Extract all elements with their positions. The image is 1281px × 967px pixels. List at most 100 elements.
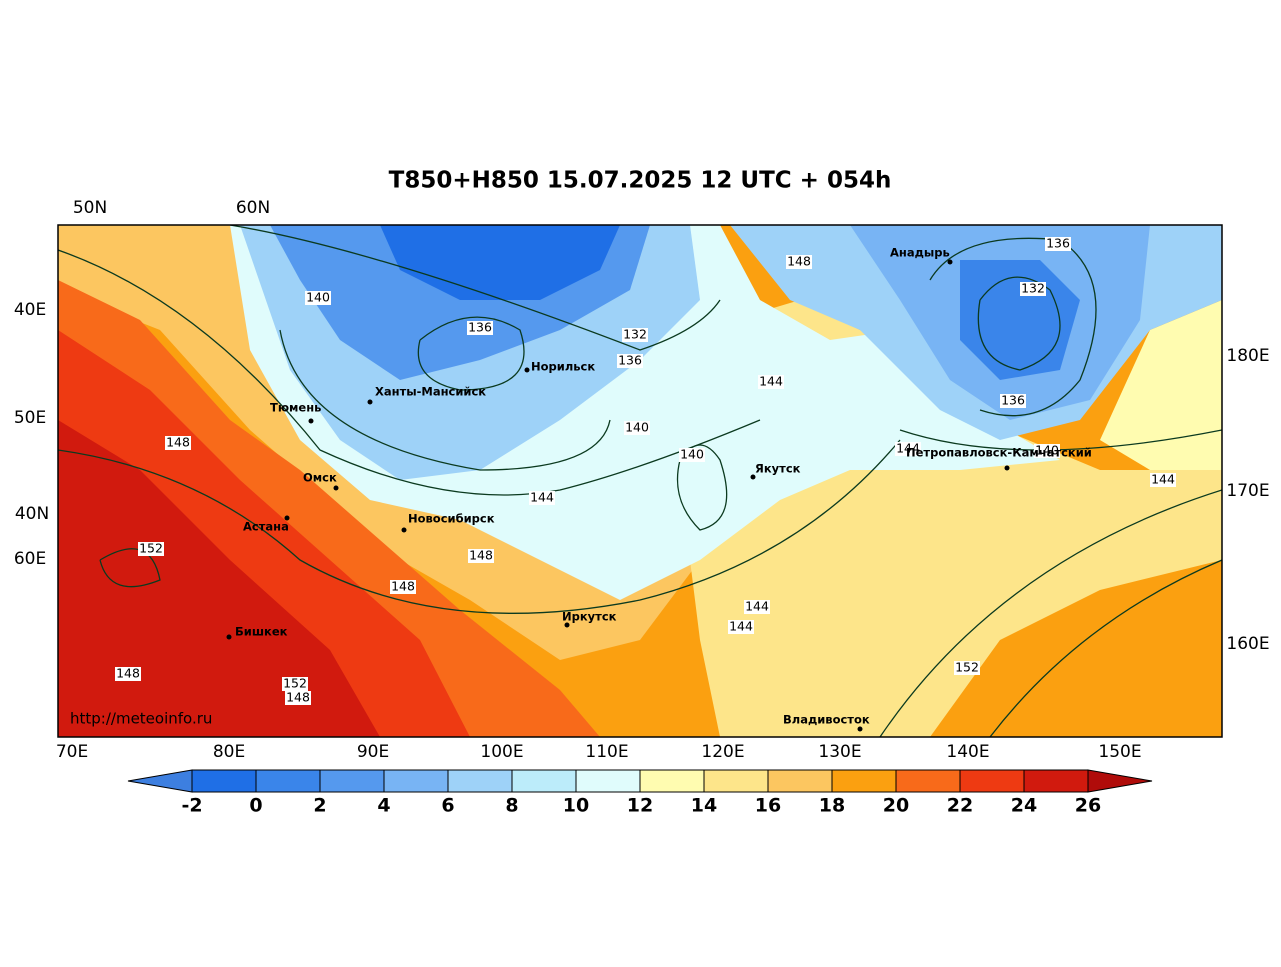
lon-label: 130E [818, 742, 861, 762]
contour-label: 144 [759, 374, 783, 389]
colorbar-tick-label: 24 [1011, 795, 1037, 817]
lon-label: 70E [56, 742, 88, 762]
watermark: http://meteoinfo.ru [70, 710, 212, 728]
contour-label-bg [622, 328, 648, 342]
colorbar-tick-label: 2 [313, 795, 326, 817]
colorbar-segment [383, 769, 449, 793]
contour-label-bg [390, 580, 416, 594]
contour-label: 152 [955, 660, 979, 675]
colorbar-tick-label: 10 [563, 795, 589, 817]
contour-label-bg [115, 667, 141, 681]
colorbar-tick-label: 22 [947, 795, 973, 817]
city-dot [1004, 465, 1010, 471]
city-label: Тюмень [270, 401, 321, 415]
colorbar: -2 0 2 4 6 8 10 12 14 16 18 20 22 24 26 [127, 769, 1153, 817]
colorbar-tick-label: 14 [691, 795, 717, 817]
edge-label: 40E [14, 300, 46, 320]
map-frame [57, 224, 1223, 738]
contour-label: 148 [469, 548, 493, 563]
city-label: Владивосток [783, 713, 870, 727]
city-dot [226, 634, 232, 640]
city-label: Омск [303, 471, 337, 485]
contour-label: 148 [391, 579, 415, 594]
contour-label: 144 [530, 490, 554, 505]
colorbar-tick-label: 12 [627, 795, 653, 817]
edge-label: 180E [1226, 346, 1269, 366]
contour-label: 152 [283, 676, 307, 691]
colorbar-segment [191, 769, 257, 793]
edge-label: 60E [14, 549, 46, 569]
contour-label-bg [305, 291, 331, 305]
lon-label: 80E [213, 742, 245, 762]
contour-label: 148 [286, 690, 310, 705]
city-label: Якутск [755, 462, 801, 476]
contour-label: 144 [729, 619, 753, 634]
contour-label: 148 [116, 666, 140, 681]
edge-label: 40N [15, 504, 49, 524]
map-title: T850+H850 15.07.2025 12 UTC + 054h [389, 168, 892, 194]
colorbar-segment [255, 769, 321, 793]
city-label: Иркутск [562, 610, 617, 624]
contour-label: 148 [166, 435, 190, 450]
contour-label-bg [758, 375, 784, 389]
contour-label: 136 [1046, 236, 1070, 251]
contour-label: 152 [139, 541, 163, 556]
lon-label: 120E [701, 742, 744, 762]
colorbar-segment [959, 769, 1025, 793]
city-dot [564, 622, 570, 628]
colorbar-segment [895, 769, 961, 793]
colorbar-tick-label: 16 [755, 795, 781, 817]
city-dot [947, 259, 953, 265]
contour-label-bg [1020, 282, 1046, 296]
contour-label: 136 [468, 320, 492, 335]
contour-label-bg [165, 436, 191, 450]
city-label: Ханты-Мансийск [375, 385, 486, 399]
city-dot [857, 726, 863, 732]
temperature-field [58, 225, 1222, 737]
colorbar-tick-label: 20 [883, 795, 909, 817]
contour-label: 136 [1001, 393, 1025, 408]
contour-label: 144 [745, 599, 769, 614]
city-label: Бишкек [235, 625, 288, 639]
colorbar-tick-label: 0 [249, 795, 262, 817]
city-dot [750, 474, 756, 480]
contour-label: 136 [618, 353, 642, 368]
contour-label-bg [468, 549, 494, 563]
contour-label-bg [1150, 473, 1176, 487]
contour-label: 140 [680, 447, 704, 462]
colorbar-segment [831, 769, 897, 793]
colorbar-segment [447, 769, 513, 793]
contour-label: 132 [623, 327, 647, 342]
city-label: Новосибирск [408, 512, 495, 526]
colorbar-over [1087, 769, 1153, 793]
contour-label-bg [467, 321, 493, 335]
city-label: Астана [243, 520, 289, 534]
city-dot [308, 418, 314, 424]
edge-label: 50E [14, 408, 46, 428]
lon-label: 140E [946, 742, 989, 762]
contour-label-bg [624, 421, 650, 435]
city-label: Анадырь [890, 246, 950, 260]
contour-label-bg [786, 255, 812, 269]
city-dot [401, 527, 407, 533]
contour-label-bg [617, 354, 643, 368]
lon-label: 90E [357, 742, 389, 762]
city-dot [333, 485, 339, 491]
contour-label: 140 [306, 290, 330, 305]
contour-label: 144 [1151, 472, 1175, 487]
city-dot [284, 515, 290, 521]
colorbar-segment [319, 769, 385, 793]
city-label: Норильск [531, 360, 595, 374]
contour-label-bg [529, 491, 555, 505]
contour-label-bg [1045, 237, 1071, 251]
contour-label-bg [138, 542, 164, 556]
contour-label-bg [744, 600, 770, 614]
contour-label: 148 [787, 254, 811, 269]
contour-label: 140 [625, 420, 649, 435]
contour-label-bg [285, 691, 311, 705]
colorbar-tick-label: 26 [1075, 795, 1101, 817]
contour-label: 132 [1021, 281, 1045, 296]
contour-label: 140 [1035, 443, 1059, 458]
edge-label: 170E [1226, 481, 1269, 501]
